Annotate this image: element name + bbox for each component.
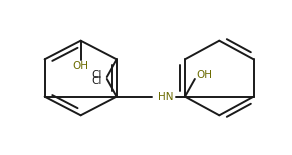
Text: Cl: Cl bbox=[92, 70, 102, 80]
Text: OH: OH bbox=[73, 61, 89, 71]
Text: HN: HN bbox=[158, 92, 173, 102]
Text: OH: OH bbox=[197, 70, 213, 80]
Text: Cl: Cl bbox=[92, 76, 102, 86]
